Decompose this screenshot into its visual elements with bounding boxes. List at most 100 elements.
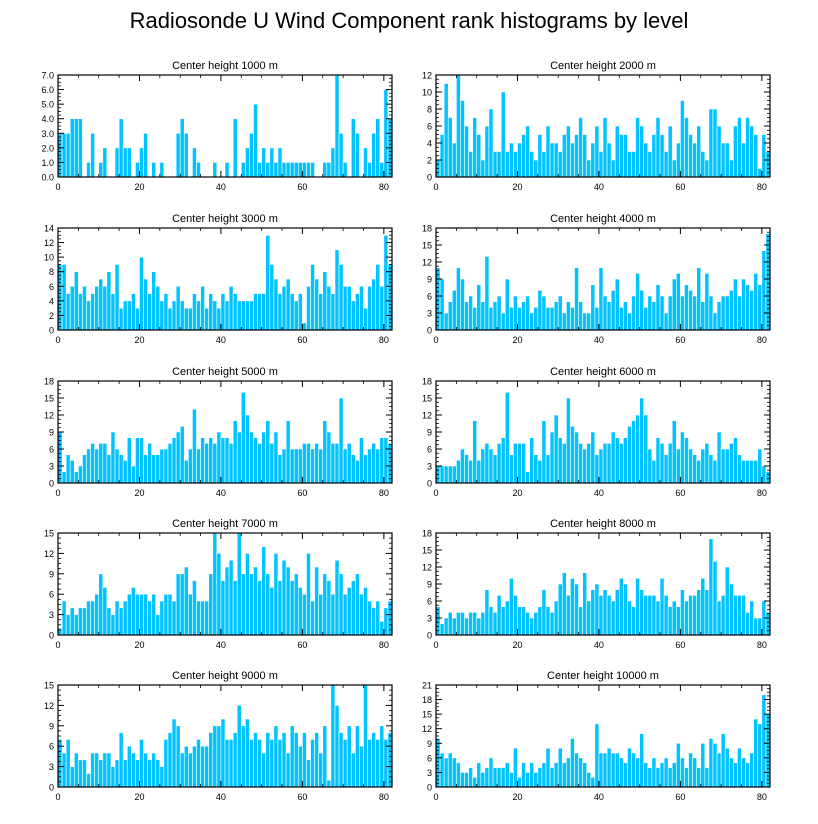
panel-7-bar [143,593,148,636]
panel-6-bar [704,443,710,484]
panel-10-ytick-label: 0 [427,783,432,793]
panel-9-bar [224,739,230,788]
panel-7-ytick-label: 15 [44,529,54,539]
panel-2-bar [586,159,592,178]
panel-6-ytick-label: 15 [422,394,432,404]
panel-6-bar [521,443,526,484]
panel-1-bar [334,74,340,178]
panel-6-xtick-label: 40 [594,488,604,498]
panel-4-bar [533,307,539,331]
panel-4-bar [647,295,653,331]
panel-6-ytick-label: 18 [422,377,432,387]
panel-7-bar [126,593,132,636]
panel-8-bar [667,606,673,636]
panel-3-bar [188,307,193,331]
panel-7-bar [94,593,100,636]
panel-8-bar [549,612,555,636]
panel-3-ytick-label: 0 [49,326,54,336]
panel-3-bar [367,285,372,331]
panel-5-bar [61,471,67,484]
panel-5-bar [322,420,328,484]
panel-6-ytick-label: 6 [427,445,432,455]
panel-10-xtick-label: 60 [675,792,685,802]
panel-4-xtick-label: 0 [433,335,438,345]
panel-2-bar [712,108,718,178]
panel-5-bar [90,443,95,484]
panel-6-bar [496,443,502,484]
panel-5-bar [204,443,210,484]
panel-4-bar [733,278,738,331]
panel-6-bar [733,437,738,484]
panel-4-bar [651,301,657,331]
panel-1-bar [269,147,275,178]
panel-6-bar [643,414,649,484]
panel-10-bar [761,694,767,788]
panel-8-bar [708,538,714,636]
panel-8-bar [598,595,604,636]
panel-4-title: Center height 4000 m [550,213,656,225]
panel-1-bar [249,132,254,178]
panel-9-bar [261,752,267,788]
panel-9-bar [82,759,87,788]
panel-3-bar [265,234,271,331]
panel-4-bar [765,233,771,331]
panel-2-bar [598,151,604,178]
panel-4-bar [684,284,689,331]
panel-3-bar [179,300,185,331]
panel-3-bar [306,285,311,331]
panel-5-bar [306,443,311,484]
panel-9-ytick-label: 12 [44,701,54,711]
panel-5-bar [240,392,246,484]
panel-6-bar [724,448,730,484]
panel-2-bar [631,151,636,178]
panel-10-bar [460,772,465,788]
panel-3-bar [143,278,148,331]
panel-7-bar [289,580,295,636]
panel-8-xtick-label: 20 [512,640,522,650]
panel-10-bar [757,723,763,788]
panel-6-bar [582,448,588,484]
panel-5-bar [155,454,161,484]
panel-3-xtick-label: 60 [297,335,307,345]
panel-1-bar [306,162,311,178]
panel-1-bar [69,118,75,178]
panel-4-xtick-label: 20 [512,335,522,345]
panel-5-bar [350,454,356,484]
panel-2-bar [724,142,730,178]
panel-8-bar [541,589,547,636]
panel-6-bar [476,460,482,484]
panel-4-bar [618,307,624,331]
panel-10-bar [566,757,571,788]
panel-3-bar [314,278,319,331]
panel-6-bar [700,448,706,484]
panel-2-bar [618,134,624,178]
panel-7-bar [122,600,128,636]
panel-4-ytick-label: 3 [427,309,432,319]
panel-8-ytick-label: 0 [427,631,432,641]
panel-8-bar [647,595,653,636]
panel-1-bar [350,118,356,178]
panel-4-bar [468,295,473,331]
panel-3-bar [355,293,360,331]
panel-6-bar [716,431,722,484]
panel-5-xtick-label: 60 [297,488,307,498]
panel-2-bar [447,117,453,178]
panel-8-bar [635,578,640,636]
panel-4-bar [439,278,445,331]
panel-1-bar [61,132,67,178]
panel-5-bar [86,448,91,484]
panel-8-bar [663,595,669,636]
panel-4-bar [492,301,498,331]
panel-4-bar [716,301,722,331]
panel-3-bar [359,285,364,331]
panel-3-bar [102,285,108,331]
panel-7-xtick-label: 40 [216,640,226,650]
panel-3-bar [122,300,128,331]
panel-4-bar [476,284,482,331]
panel-4-bar [745,284,750,331]
panel-5-bar [224,437,230,484]
panel-8-bar [716,600,722,636]
panel-6-bar [720,448,726,484]
panel-9-bar [183,745,189,788]
